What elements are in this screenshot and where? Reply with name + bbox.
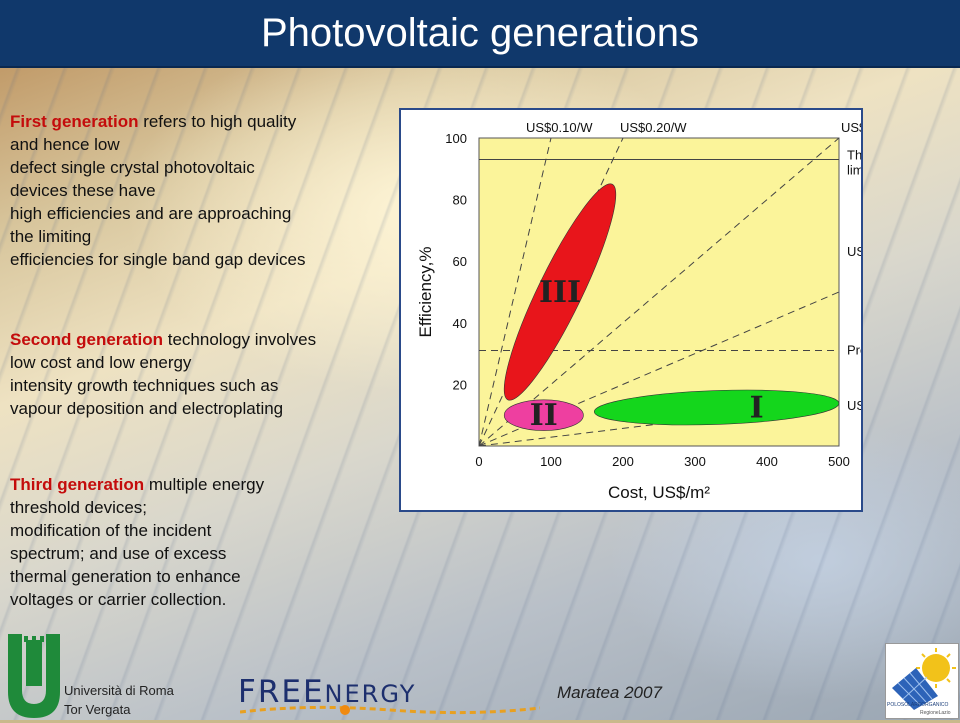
present-limit-label: Present limit [847,343,861,358]
solar-panel-sun-icon [892,648,956,710]
x-axis-label: Cost, US$/m² [608,483,710,502]
paragraph-third-generation: Third generation multiple energy thresho… [10,473,264,611]
university-logo-icon [8,634,60,718]
paragraph-line: the limiting [10,227,92,246]
efficiency-cost-chart: III II I 0 100 200 300 400 500 20 40 60 80 100 Cost, U… [399,108,863,512]
region-label-II: II [530,398,558,433]
paragraph-second-generation: Second generation technology involves lo… [10,328,316,420]
cost-line-0 [479,138,552,446]
x-tick-label: 100 [540,454,562,469]
paragraph-line: modification of the incident [10,521,212,540]
paragraph-line: intensity growth techniques such as [10,376,279,395]
freenergy-logo-big: FREE [238,674,325,710]
highlight-third-generation: Third generation [10,475,145,494]
paragraph-line: thermal generation to enhance [10,567,241,586]
x-tick-label: 200 [612,454,634,469]
paragraph-line: spectrum; and use of excess [10,544,227,563]
university-name-line2: Tor Vergata [64,702,131,717]
paragraph-line: low cost and low energy [10,353,192,372]
y-tick-label: 60 [453,254,467,269]
highlight-first-generation: First generation [10,112,139,131]
paragraph-line: multiple energy [144,475,265,494]
y-tick-label: 80 [453,193,467,208]
cost-label-0: US$0.10/W [526,120,593,135]
highlight-second-generation: Second generation [10,330,164,349]
paragraph-line: high efficiencies and are approaching [10,204,292,223]
polo-solare-subtext: RegioneLazio [920,710,951,716]
paragraph-line: threshold devices; [10,498,148,517]
paragraph-line: and hence low [10,135,120,154]
cost-label-4: US$3.50/W [847,398,861,413]
cost-line-2 [479,138,839,446]
freenergy-logo: FREENERGY [238,674,416,710]
paragraph-line: efficiencies for single band gap devices [10,250,306,269]
paragraph-first-generation: First generation refers to high quality … [10,110,305,271]
paragraph-line: devices these have [10,181,156,200]
cost-label-2: US$0.50/W [841,120,861,135]
paragraph-line: voltages or carrier collection. [10,590,227,609]
y-tick-label: 100 [445,131,467,146]
event-label: Maratea 2007 [557,683,662,702]
region-label-III: III [539,275,581,310]
paragraph-line: technology involves [163,330,317,349]
region-II [503,399,584,431]
paragraph-line: defect single crystal photovoltaic [10,158,255,177]
title-bar: Photovoltaic generations [0,0,960,68]
thermodynamic-limit-label-line2: limit [847,163,861,178]
region-I [593,389,840,426]
x-tick-label: 0 [475,454,482,469]
freenergy-swoosh-icon [240,705,540,715]
region-III [503,183,617,401]
paragraph-line: refers to high quality [138,112,297,131]
paragraph-line: vapour deposition and electroplating [10,399,284,418]
thermodynamic-limit-label: Thermodynamic [847,148,861,163]
university-name: Università di Roma [64,683,174,698]
y-axis-label: Efficiency,% [416,246,435,337]
y-tick-label: 20 [453,377,467,392]
cost-label-1: US$0.20/W [620,120,687,135]
x-tick-label: 500 [828,454,850,469]
freenergy-logo-small: NERGY [324,680,417,708]
y-tick-label: 40 [453,316,467,331]
region-label-I: I [750,391,764,426]
x-tick-label: 300 [684,454,706,469]
polo-solare-logo: POLOSOLAREORGANICO RegioneLazio [885,643,959,719]
x-tick-label: 400 [756,454,778,469]
slide-title: Photovoltaic generations [260,11,700,55]
polo-solare-text: POLOSOLAREORGANICO [887,702,949,708]
cost-label-3: US$1.00/W [847,244,861,259]
